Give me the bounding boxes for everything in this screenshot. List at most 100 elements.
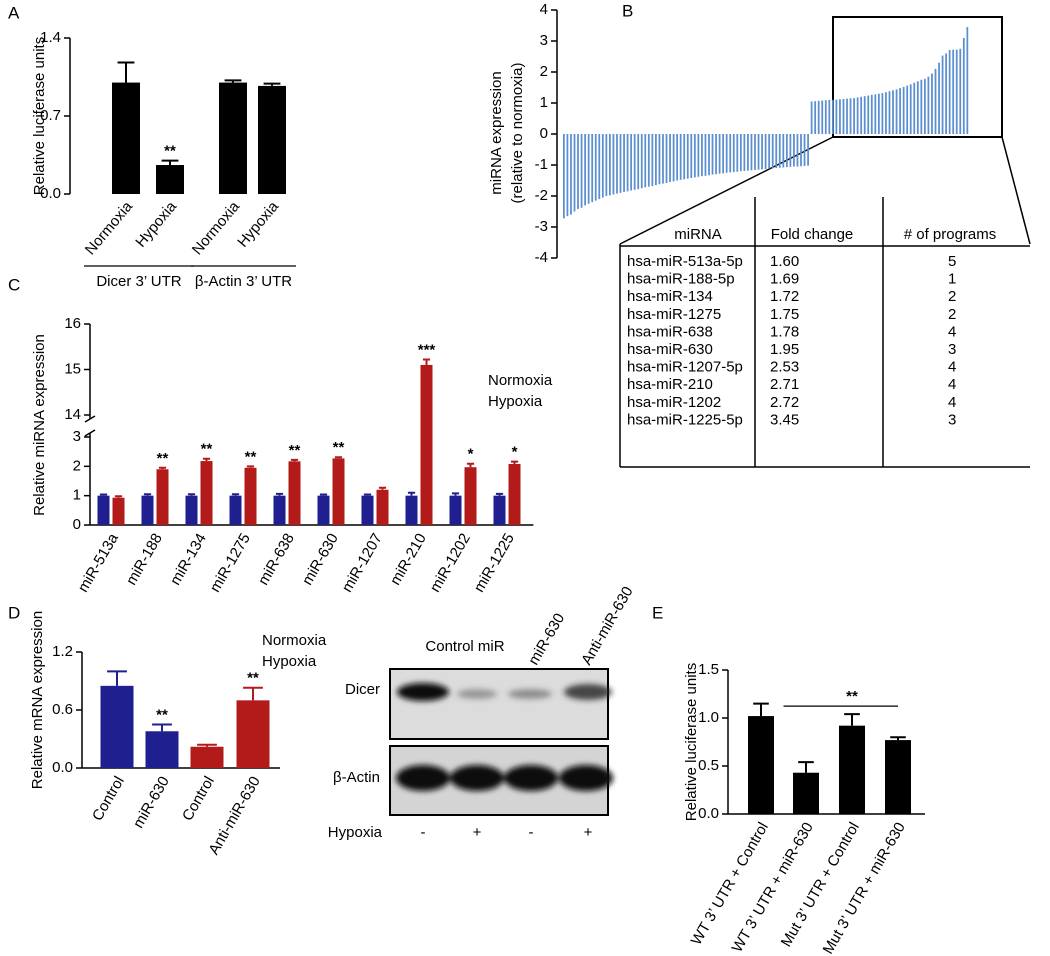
error-bar [407,491,416,496]
bar [644,134,647,188]
bar [686,134,689,179]
error-bar [363,493,372,496]
y-tick-label: 3 [73,428,81,445]
error-bar [231,493,240,496]
bar [97,495,110,525]
error-bar [422,358,431,365]
bar [612,134,615,195]
y-tick-label: 1.0 [698,709,719,726]
bar [839,99,841,134]
table-header: miRNA [674,226,722,243]
bar [647,134,650,187]
bar [913,82,916,134]
bar [739,134,742,172]
y-tick-label: 1.4 [40,29,61,46]
error-bar [275,492,284,496]
table-cell: hsa-miR-188-5p [627,271,735,288]
bar [508,463,521,525]
bar [722,134,725,174]
table-cell: 2 [948,306,956,323]
significance: ** [156,706,168,723]
significance: ** [157,450,169,467]
bar [920,79,923,134]
y-tick-label: 0 [540,125,548,142]
error-bar [246,465,255,468]
error-bar [510,460,519,464]
bar [828,99,831,134]
significance: ** [289,442,301,459]
y-tick-label: 3 [540,32,548,49]
error-bar [107,670,127,686]
y-tick-label: 0 [73,516,81,533]
bar [679,134,682,180]
bar [623,134,625,192]
bar [708,134,710,176]
y-axis-label: Relative miRNA expression [31,334,48,516]
x-tick-label: miR-630 [130,773,173,831]
y-tick-label: 16 [64,315,81,332]
legend-label: Hypoxia [262,653,317,670]
table-cell: 1.69 [770,271,799,288]
bar [923,78,926,134]
y-tick-label: 1.5 [698,661,719,678]
bar [219,82,247,194]
significance: * [468,446,474,463]
error-bar [290,458,299,462]
y-tick-label: 1 [73,487,81,504]
bar [747,134,749,171]
lane-label: Anti-miR-630 [578,584,636,668]
band [559,765,613,791]
error-bar [334,456,343,459]
x-tick-label: Control [89,773,128,823]
bar [570,134,572,215]
inset-frame [619,16,1031,468]
table-cell: hsa-miR-638 [627,323,713,340]
error-bar [158,466,167,470]
band [564,684,612,700]
bar [200,461,213,525]
significance: *** [418,341,436,358]
error-bar [319,493,328,496]
bar [449,495,462,525]
bar [824,100,827,134]
bar [405,495,418,525]
y-tick-label: -4 [535,249,548,266]
significance: ** [333,439,345,456]
bar [704,134,707,176]
table-header: Fold change [771,226,854,243]
bar [870,94,873,134]
bar [793,134,795,167]
bar [729,134,732,173]
bar [601,134,604,198]
bar [683,134,686,180]
table-cell: hsa-miR-1202 [627,394,721,411]
zoom-box [832,16,1003,138]
y-axis-label: Relative mRNA expression [29,611,46,789]
y-tick-label: 0.0 [52,759,73,776]
y-axis-label: miRNA expression [488,71,505,194]
bar [881,93,884,134]
table-cell: 1 [948,271,956,288]
error-bar [243,686,263,701]
bar [856,97,859,134]
bar [690,134,693,179]
x-tick-label: Normoxia [82,198,137,259]
bar [839,725,865,814]
table-cell: 1.75 [770,306,799,323]
bar [750,134,753,171]
error-bar [114,495,123,498]
significance: * [512,444,518,461]
axis-break [84,415,96,437]
bar [580,134,583,208]
bar [376,489,389,525]
table-cell: 2.72 [770,394,799,411]
y-tick-label: 0.0 [40,185,61,202]
bar [814,101,817,134]
bar [633,134,636,190]
table-cell: 3 [948,411,956,428]
bar [906,85,909,134]
bar [141,495,154,525]
x-tick-label: miR-630 [299,530,342,588]
panel-label: D [8,603,20,622]
blot-bands [396,683,613,791]
